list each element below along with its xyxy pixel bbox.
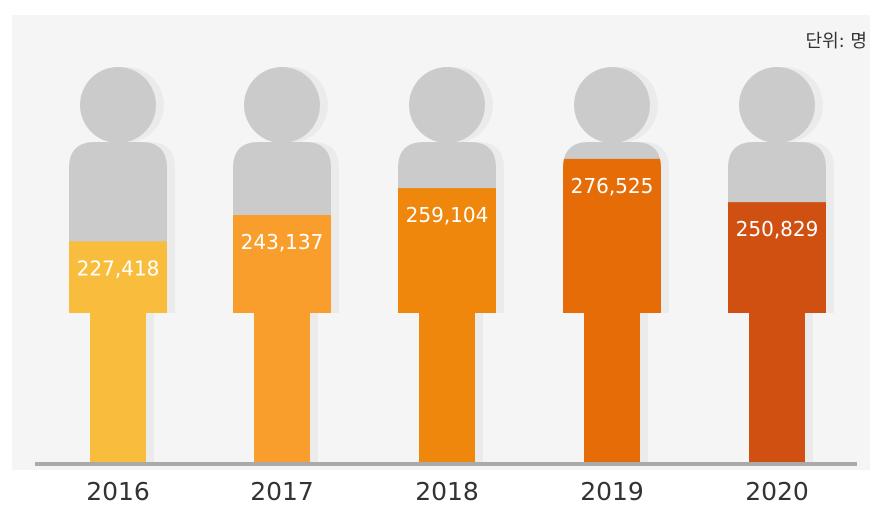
figure-head	[244, 67, 320, 143]
person-figure-2016: 227,418	[69, 67, 175, 464]
x-tick-label-2018: 2018	[415, 477, 479, 506]
figure-head	[574, 67, 650, 143]
bar-2017	[233, 215, 331, 464]
person-figure-2017: 243,137	[233, 67, 339, 464]
value-label-2020: 250,829	[736, 217, 819, 241]
person-figure-2018: 259,104	[398, 67, 504, 464]
person-figure-2020: 250,829	[728, 67, 834, 464]
person-figure-2019: 276,525	[563, 67, 669, 464]
bar-2018	[398, 188, 496, 464]
x-tick-label-2017: 2017	[250, 477, 314, 506]
unit-label: 단위: 명	[806, 31, 867, 52]
value-label-2019: 276,525	[571, 174, 654, 198]
figure-head	[409, 67, 485, 143]
x-axis-ticks: 2016 2017 2018 2019 2020	[86, 477, 809, 506]
x-tick-label-2020: 2020	[745, 477, 809, 506]
x-tick-label-2019: 2019	[580, 477, 644, 506]
x-tick-label-2016: 2016	[86, 477, 150, 506]
figure-head	[80, 67, 156, 143]
person-figures: 227,418 243,137 259,104 276,525 250,829	[69, 67, 834, 464]
value-label-2016: 227,418	[77, 256, 160, 280]
bar-2020	[728, 202, 826, 464]
value-label-2017: 243,137	[241, 230, 324, 254]
value-label-2018: 259,104	[406, 203, 489, 227]
figure-head	[739, 67, 815, 143]
baseline	[35, 462, 857, 466]
bar-2016	[69, 241, 167, 464]
bar-2019	[563, 158, 661, 464]
